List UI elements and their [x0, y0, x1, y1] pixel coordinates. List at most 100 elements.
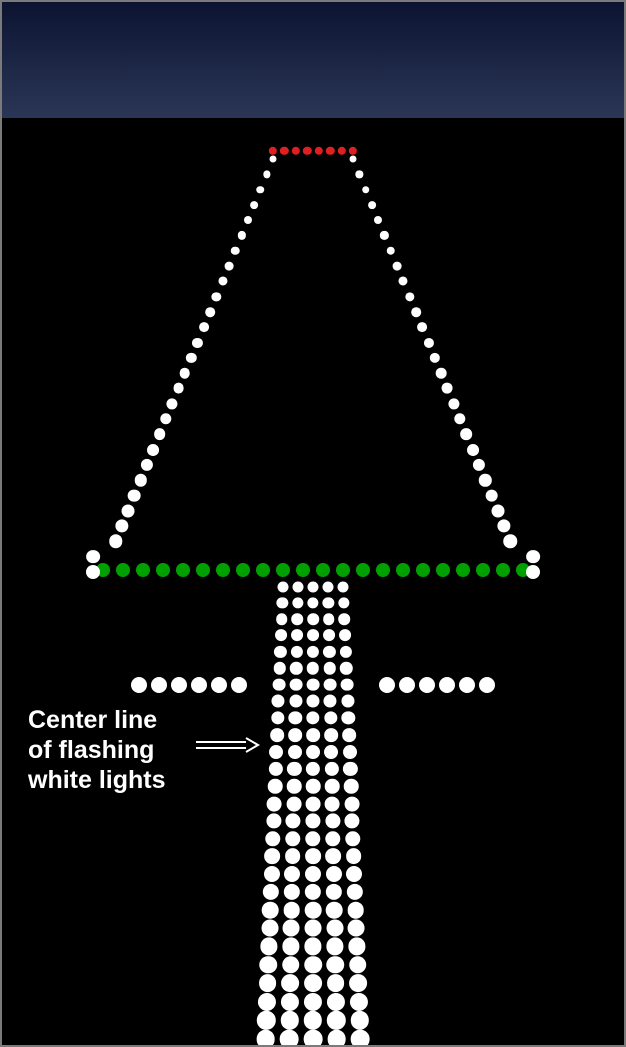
crossbar-light: [151, 677, 167, 693]
crossbar-light: [379, 677, 395, 693]
approach-center-light: [326, 902, 343, 919]
threshold-green-light: [196, 563, 210, 577]
threshold-green-light: [256, 563, 270, 577]
runway-edge-light: [526, 550, 540, 564]
approach-center-light: [323, 613, 335, 625]
approach-center-light: [267, 796, 282, 811]
runway-edge-light: [173, 383, 184, 394]
approach-center-light: [292, 613, 304, 625]
approach-center-light: [324, 678, 337, 691]
threshold-green-light: [236, 563, 250, 577]
approach-center-light: [268, 779, 283, 794]
runway-edge-light: [270, 156, 277, 163]
approach-center-light: [348, 920, 365, 937]
runway-edge-light: [154, 429, 166, 441]
approach-center-light: [262, 902, 279, 919]
approach-center-light: [306, 695, 319, 708]
threshold-green-light: [476, 563, 490, 577]
approach-center-light: [272, 695, 285, 708]
threshold-green-light: [136, 563, 150, 577]
approach-center-light: [324, 745, 338, 759]
approach-center-light: [259, 974, 277, 992]
runway-edge-light: [491, 504, 504, 517]
approach-center-light: [326, 866, 342, 882]
approach-center-light: [282, 956, 300, 974]
approach-center-light: [306, 779, 321, 794]
runway-edge-light: [526, 565, 540, 579]
runway-edge-light: [128, 489, 141, 502]
approach-center-light: [283, 920, 300, 937]
runway-edge-light: [467, 444, 479, 456]
approach-center-light: [308, 582, 319, 593]
runway-edge-light: [86, 565, 100, 579]
runway-edge-light: [417, 322, 427, 332]
approach-center-light: [273, 678, 286, 691]
sky-gradient: [0, 0, 626, 118]
approach-center-light: [256, 1030, 275, 1047]
runway-edge-light: [461, 429, 473, 441]
crossbar-light: [131, 677, 147, 693]
approach-center-light: [326, 920, 343, 937]
runway-edge-light: [250, 201, 258, 209]
approach-center-light: [304, 956, 322, 974]
approach-center-light: [288, 745, 302, 759]
approach-center-light: [307, 629, 319, 641]
runway-edge-light: [411, 307, 421, 317]
approach-center-light: [293, 582, 304, 593]
approach-center-light: [287, 779, 302, 794]
approach-center-light: [339, 629, 351, 641]
threshold-green-light: [176, 563, 190, 577]
approach-center-light: [307, 678, 320, 691]
threshold-green-light: [276, 563, 290, 577]
threshold-green-light: [436, 563, 450, 577]
diagram-stage: Center line of flashing white lights: [0, 0, 626, 1047]
crossbar-light: [191, 677, 207, 693]
approach-center-light: [264, 866, 280, 882]
runway-edge-light: [393, 262, 402, 271]
crossbar-light: [211, 677, 227, 693]
approach-center-light: [275, 629, 287, 641]
runway-edge-light: [225, 262, 234, 271]
threshold-green-light: [456, 563, 470, 577]
runway-edge-light: [350, 156, 357, 163]
runway-edge-light: [436, 368, 447, 379]
threshold-green-light: [116, 563, 130, 577]
approach-center-light: [346, 866, 362, 882]
approach-center-light: [323, 629, 335, 641]
approach-center-light: [341, 678, 354, 691]
approach-center-light: [324, 728, 338, 742]
approach-center-light: [304, 974, 322, 992]
threshold-green-light: [156, 563, 170, 577]
crossbar-light: [439, 677, 455, 693]
runway-edge-light: [368, 201, 376, 209]
approach-center-light: [324, 695, 337, 708]
runway-edge-light: [199, 322, 209, 332]
approach-center-light: [349, 974, 367, 992]
approach-center-light: [304, 1030, 323, 1047]
threshold-green-light: [416, 563, 430, 577]
runway-edge-light: [362, 186, 370, 194]
runway-edge-light: [86, 550, 100, 564]
approach-center-light: [342, 728, 356, 742]
approach-center-light: [307, 613, 319, 625]
approach-center-light: [306, 796, 321, 811]
threshold-green-light: [316, 563, 330, 577]
runway-edge-light: [147, 444, 159, 456]
approach-center-light: [284, 866, 300, 882]
approach-center-light: [278, 582, 289, 593]
runway-edge-light: [122, 504, 135, 517]
crossbar-light: [419, 677, 435, 693]
centerline-label: Center line of flashing white lights: [28, 705, 166, 795]
approach-center-light: [343, 745, 357, 759]
crossbar-light: [171, 677, 187, 693]
runway-edge-light: [205, 307, 215, 317]
crossbar-light: [231, 677, 247, 693]
threshold-green-light: [396, 563, 410, 577]
approach-center-light: [276, 613, 288, 625]
runway-edge-light: [257, 186, 265, 194]
threshold-green-light: [296, 563, 310, 577]
approach-center-light: [285, 848, 301, 864]
approach-center-light: [347, 902, 364, 919]
runway-edge-light: [180, 368, 191, 379]
threshold-green-light: [336, 563, 350, 577]
